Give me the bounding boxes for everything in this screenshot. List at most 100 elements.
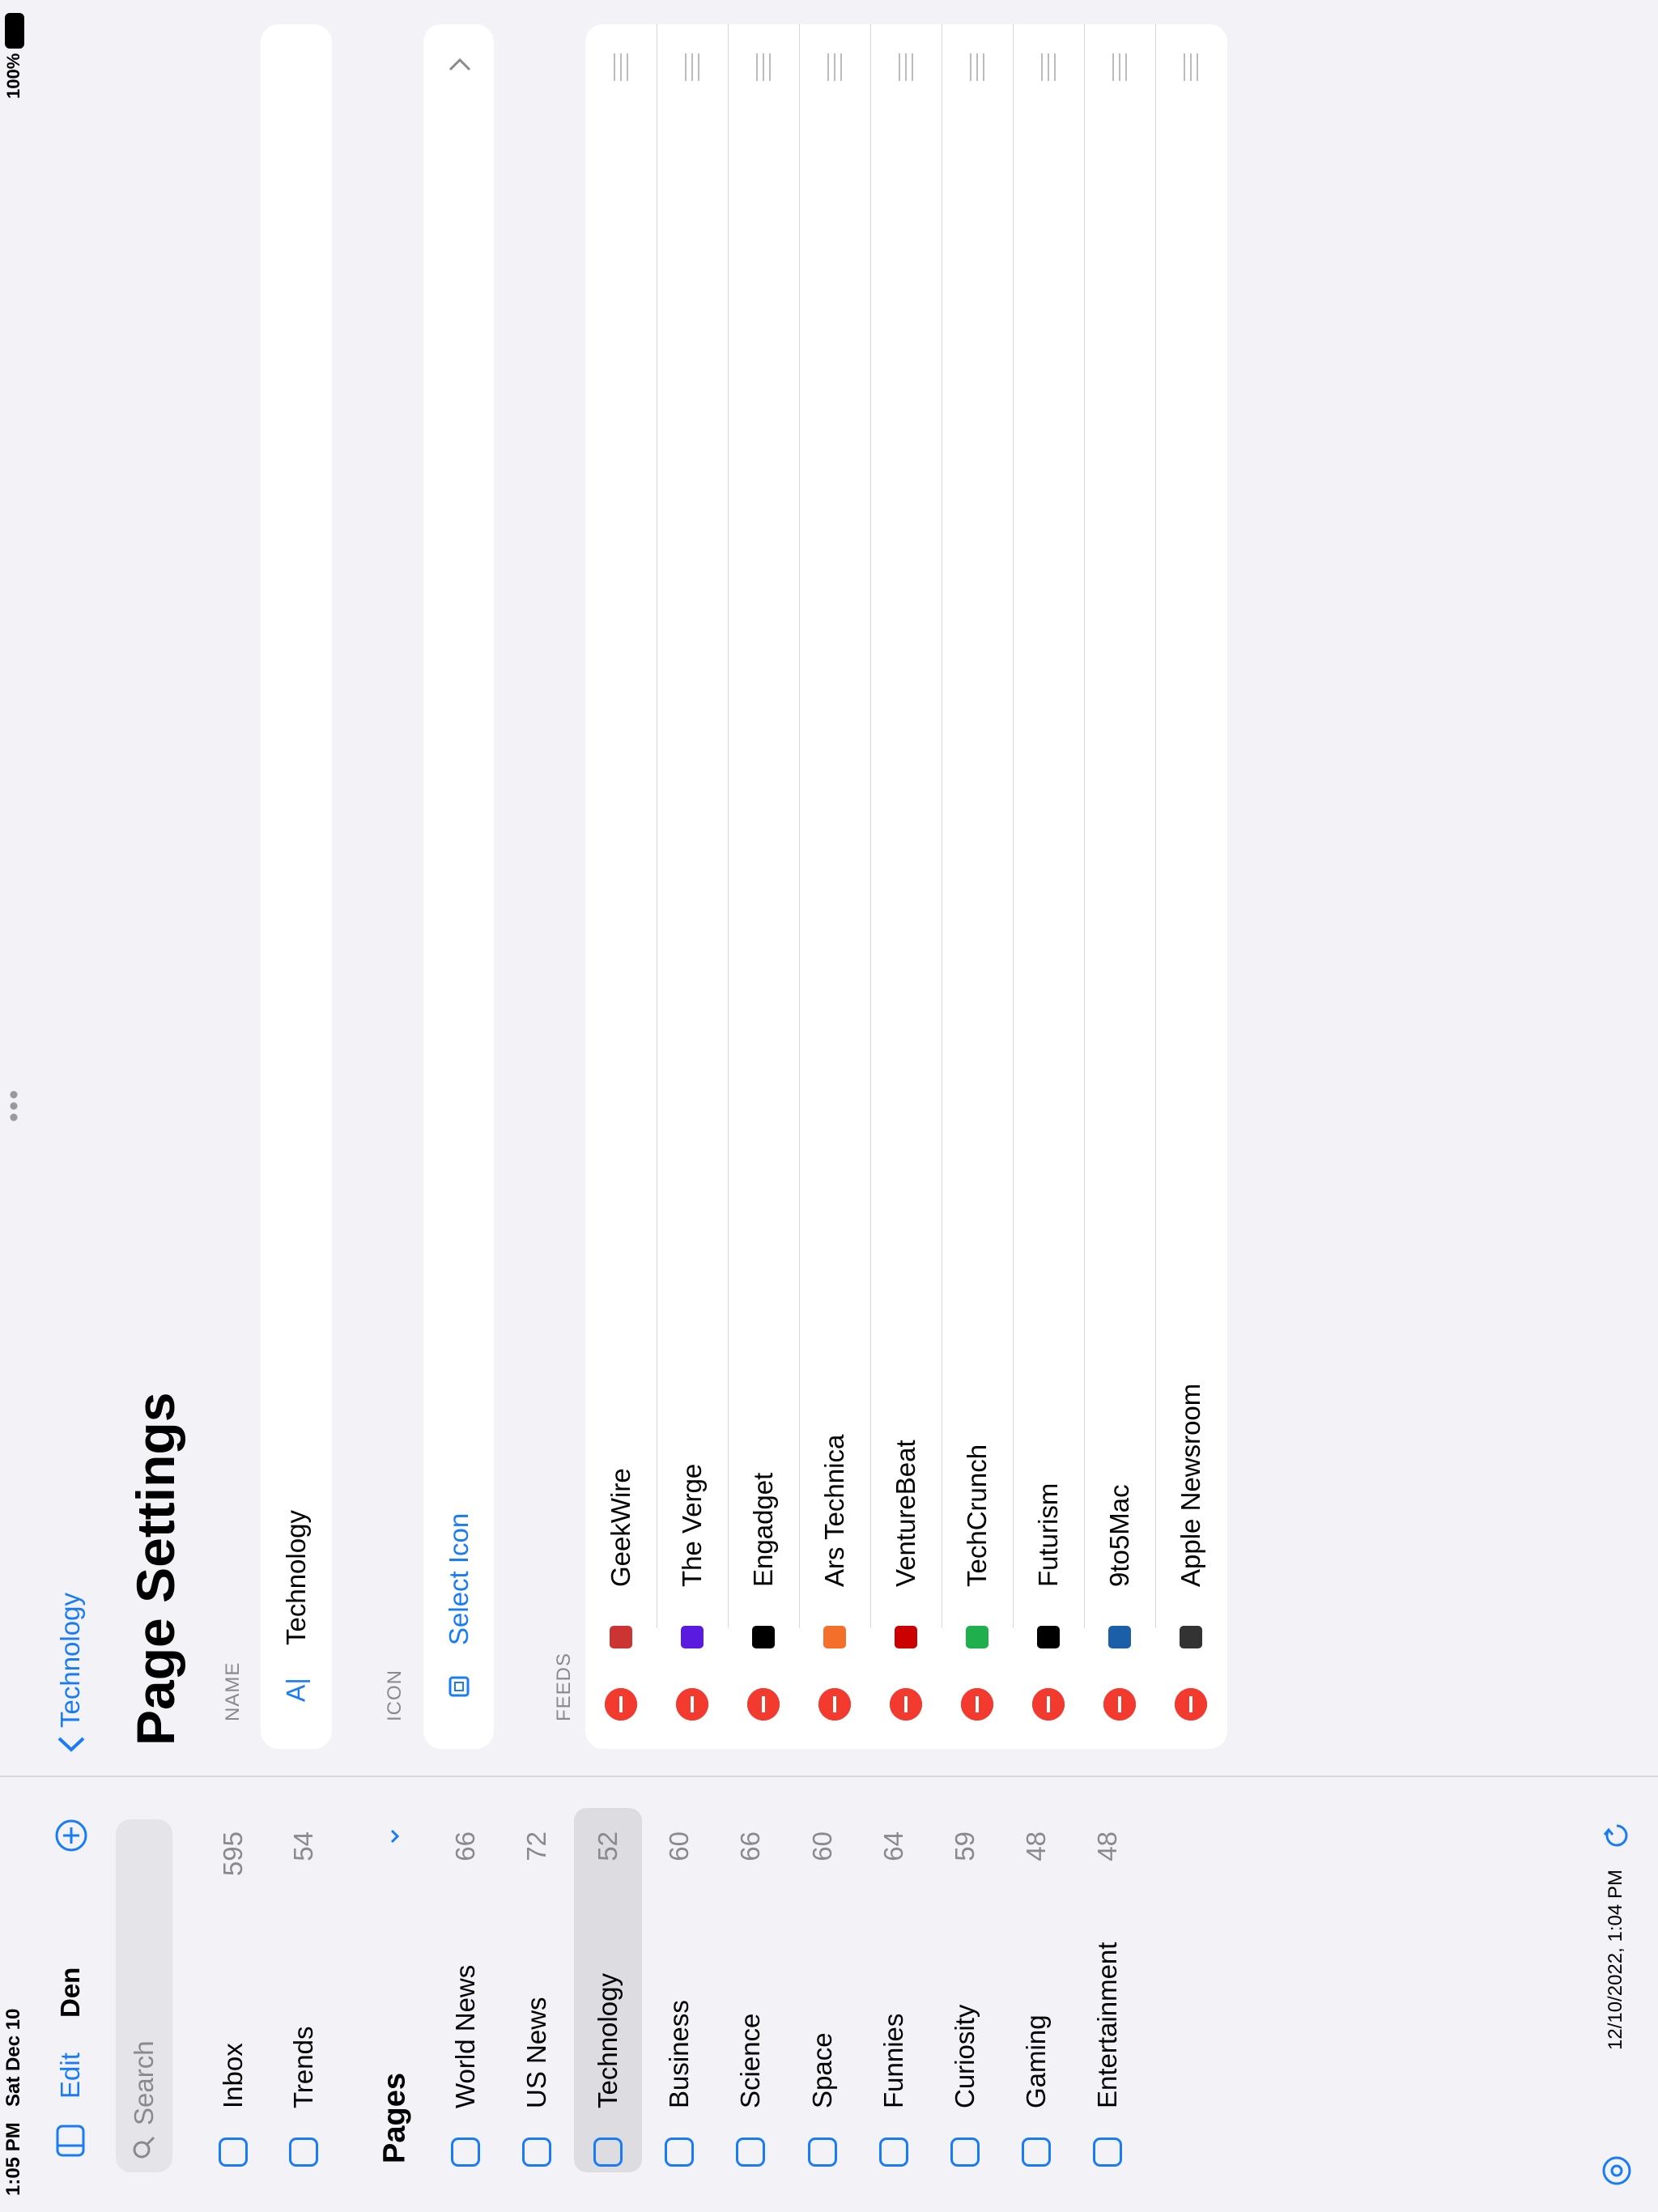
- page-count: 66: [735, 1831, 766, 1861]
- feed-favicon: [681, 1626, 704, 1648]
- delete-button[interactable]: [818, 1688, 851, 1721]
- page-item[interactable]: Curiosity: [949, 2004, 980, 2108]
- row-icon: [736, 2138, 766, 2167]
- feed-name: Apple Newsroom: [1175, 1383, 1205, 1587]
- multitask-dots: [10, 1089, 18, 1123]
- delete-button[interactable]: [605, 1688, 637, 1721]
- item-count: 595: [218, 1831, 248, 1877]
- row-divider: [1084, 24, 1085, 1627]
- feeds-label: FEEDS: [553, 1652, 575, 1721]
- last-updated: 12/10/2022, 1:04 PM: [1605, 1870, 1626, 2050]
- pages-chevron[interactable]: [385, 1827, 405, 1846]
- add-button[interactable]: [54, 1819, 88, 1853]
- drag-handle[interactable]: [899, 53, 913, 81]
- feed-favicon: [1108, 1626, 1131, 1648]
- drag-handle[interactable]: [827, 53, 842, 81]
- refresh-button[interactable]: [1600, 1819, 1634, 1853]
- delete-button[interactable]: [961, 1688, 993, 1721]
- delete-button[interactable]: [1175, 1688, 1207, 1721]
- page-count: 59: [949, 1831, 980, 1861]
- page-item[interactable]: Entertainment: [1091, 1942, 1122, 2108]
- sidebar-item[interactable]: Trends: [288, 2026, 318, 2108]
- feed-name: GeekWire: [606, 1468, 636, 1587]
- page-item[interactable]: Science: [735, 2013, 766, 2108]
- row-icon: [665, 2138, 695, 2167]
- feed-name: The Verge: [677, 1463, 707, 1587]
- name-field[interactable]: A| Technology: [261, 24, 332, 1749]
- drag-handle[interactable]: [1112, 53, 1127, 81]
- delete-button[interactable]: [890, 1688, 922, 1721]
- feeds-list: GeekWire The Verge Engadget Ars Technica Ven…: [585, 24, 1227, 1749]
- feed-name: 9to5Mac: [1104, 1484, 1134, 1587]
- feed-name: TechCrunch: [962, 1444, 992, 1587]
- page-item[interactable]: US News: [521, 1997, 552, 2108]
- status-date: Sat Dec 10: [2, 2008, 24, 2107]
- page-item[interactable]: Technology: [593, 1973, 623, 2108]
- search-icon: [133, 2136, 155, 2159]
- name-value[interactable]: Technology: [281, 1510, 311, 1645]
- drag-handle[interactable]: [685, 53, 699, 81]
- edit-button[interactable]: Edit: [55, 2052, 85, 2099]
- feed-favicon: [1180, 1626, 1202, 1648]
- drag-handle[interactable]: [1041, 53, 1056, 81]
- delete-button[interactable]: [747, 1688, 780, 1721]
- feed-name: Engadget: [748, 1472, 778, 1587]
- battery-text: 100%: [3, 53, 23, 99]
- feed-favicon: [823, 1626, 846, 1648]
- battery-icon: [5, 13, 24, 49]
- delete-button[interactable]: [1103, 1688, 1136, 1721]
- status-time: 1:05 PM: [2, 2122, 24, 2196]
- drag-handle[interactable]: [970, 53, 984, 81]
- sidebar-item[interactable]: Inbox: [218, 2043, 248, 2108]
- drag-handle[interactable]: [614, 53, 628, 81]
- row-divider: [1155, 24, 1156, 1627]
- feed-name: VentureBeat: [891, 1440, 920, 1587]
- feed-favicon: [610, 1626, 632, 1648]
- row-icon: [289, 2138, 318, 2167]
- icon-label: ICON: [384, 1670, 406, 1721]
- feed-favicon: [966, 1626, 988, 1648]
- drag-handle[interactable]: [1184, 53, 1198, 81]
- item-count: 54: [288, 1831, 318, 1861]
- row-divider: [1013, 24, 1014, 1627]
- row-icon: [1092, 2138, 1122, 2167]
- name-label: NAME: [222, 1661, 244, 1721]
- sidebar-toggle[interactable]: [54, 2125, 87, 2157]
- select-icon[interactable]: Select Icon: [444, 1512, 474, 1645]
- row-icon: [593, 2138, 623, 2167]
- pages-heading: Pages: [377, 2073, 412, 2163]
- back-button[interactable]: Technology: [55, 1593, 85, 1728]
- page-count: 48: [1091, 1831, 1122, 1861]
- page-count: 52: [593, 1831, 623, 1861]
- page-item[interactable]: Business: [664, 2000, 695, 2108]
- chevron-right: [449, 57, 471, 71]
- row-icon: [1021, 2138, 1051, 2167]
- delete-button[interactable]: [1032, 1688, 1065, 1721]
- feed-favicon: [752, 1626, 775, 1648]
- delete-button[interactable]: [676, 1688, 708, 1721]
- back-chevron[interactable]: [57, 1732, 86, 1756]
- row-divider: [799, 24, 800, 1627]
- row-icon: [219, 2138, 248, 2167]
- page-count: 64: [878, 1831, 908, 1861]
- drag-handle[interactable]: [756, 53, 771, 81]
- page-item[interactable]: Gaming: [1020, 2014, 1051, 2108]
- row-icon: [950, 2138, 980, 2167]
- settings-button[interactable]: [1600, 2154, 1634, 2188]
- sidebar-title: Den: [55, 1967, 85, 2018]
- page-count: 48: [1020, 1831, 1051, 1861]
- page-count: 72: [521, 1831, 552, 1861]
- page-title: Page Settings: [125, 1392, 185, 1746]
- icon-field[interactable]: Select Icon: [423, 24, 494, 1749]
- page-item[interactable]: World News: [450, 1964, 480, 2108]
- search-field[interactable]: Search: [116, 1819, 172, 2172]
- page-count: 60: [806, 1831, 837, 1861]
- page-item[interactable]: Space: [806, 2032, 837, 2108]
- feed-name: Ars Technica: [819, 1434, 849, 1587]
- feed-name: Futurism: [1033, 1482, 1063, 1587]
- row-icon: [522, 2138, 552, 2167]
- page-item[interactable]: Funnies: [878, 2013, 908, 2108]
- row-divider: [728, 24, 729, 1627]
